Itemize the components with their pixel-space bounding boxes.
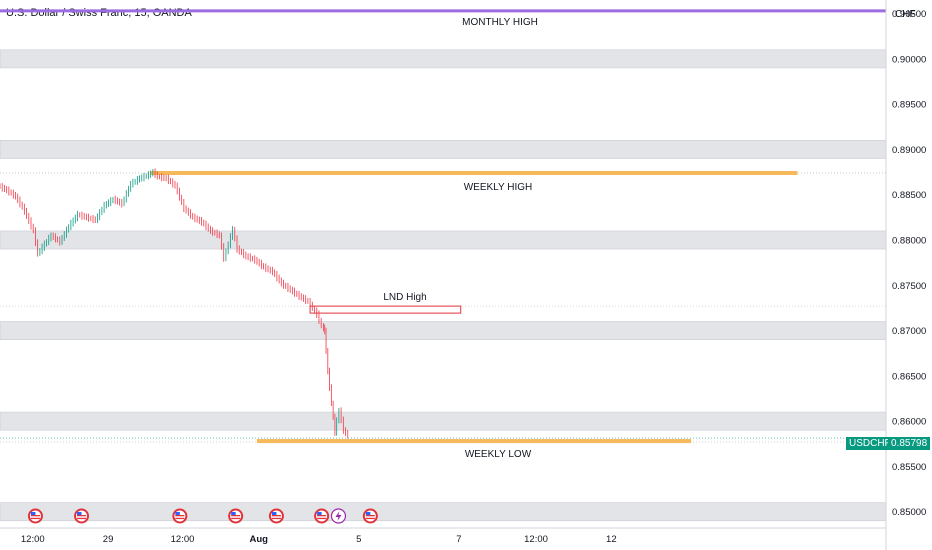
us-flag-canton bbox=[77, 512, 82, 515]
y-tick-label: 0.89000 bbox=[892, 145, 926, 156]
x-tick-label: 12:00 bbox=[524, 534, 548, 545]
zone-band bbox=[0, 230, 887, 250]
x-tick-label: 7 bbox=[456, 534, 461, 545]
us-flag-stripe bbox=[77, 517, 87, 520]
last-price-badge: 0.85798 bbox=[888, 437, 931, 450]
us-flag-stripe bbox=[365, 517, 375, 520]
axes-layer: 0.90500 0.90000 0.89500 0.89000 0.88500 0.880… bbox=[21, 9, 926, 545]
y-tick-label: 0.89500 bbox=[892, 100, 926, 111]
x-tick-label: 12:00 bbox=[21, 534, 45, 545]
x-tick-label: 29 bbox=[103, 534, 114, 545]
us-flag-stripe bbox=[271, 515, 281, 517]
x-tick-label: 12 bbox=[606, 534, 617, 545]
zone-band bbox=[0, 49, 887, 69]
events-layer bbox=[27, 508, 378, 524]
us-flag-stripe bbox=[231, 515, 241, 517]
us-flag-stripe bbox=[175, 515, 185, 517]
us-flag-stripe bbox=[30, 515, 40, 517]
y-tick-label: 0.86000 bbox=[892, 417, 926, 428]
y-tick-label: 0.86500 bbox=[892, 371, 926, 382]
us-flag-stripe bbox=[271, 517, 281, 520]
us-flag-canton bbox=[365, 512, 371, 515]
us-flag-stripe bbox=[317, 515, 327, 517]
us-flag-canton bbox=[271, 512, 277, 515]
weekly-low-label: WEEKLY LOW bbox=[465, 449, 532, 460]
zones-layer bbox=[0, 49, 887, 522]
us-flag-stripe bbox=[30, 517, 40, 520]
monthly-high-label: MONTHLY HIGH bbox=[462, 17, 538, 28]
us-flag-stripe bbox=[175, 517, 185, 520]
us-flag-canton bbox=[231, 512, 236, 515]
y-tick-label: 0.85500 bbox=[892, 462, 926, 473]
weekly-low-zone bbox=[256, 439, 692, 444]
us-flag-stripe bbox=[317, 517, 327, 520]
zone-band bbox=[0, 140, 887, 159]
price-series bbox=[0, 168, 349, 439]
us-flag-stripe bbox=[231, 517, 241, 520]
us-flag-canton bbox=[175, 512, 180, 515]
y-tick-label: 0.85000 bbox=[892, 507, 926, 518]
lightning-bolt bbox=[335, 511, 342, 521]
x-tick-label: 12:00 bbox=[171, 534, 195, 545]
us-flag-stripe bbox=[77, 515, 87, 517]
zone-band bbox=[0, 411, 887, 431]
y-tick-label: 0.88500 bbox=[892, 190, 926, 201]
us-flag-canton bbox=[317, 512, 322, 515]
y-tick-label: 0.87500 bbox=[892, 281, 926, 292]
lnd-high-box bbox=[309, 305, 462, 314]
weekly-high-label: WEEKLY HIGH bbox=[464, 182, 533, 193]
levels-layer: MONTHLY HIGH WEEKLY HIGH WEEKLY LOW LND Hig… bbox=[0, 9, 886, 460]
price-axis-currency[interactable]: CHF bbox=[895, 9, 916, 20]
y-tick-label: 0.90000 bbox=[892, 54, 926, 65]
us-flag-canton bbox=[30, 512, 36, 515]
x-tick-label: 5 bbox=[356, 534, 361, 545]
lnd-high-label: LND High bbox=[383, 292, 426, 303]
last-price-symbol-badge: USDCHF bbox=[846, 437, 894, 450]
x-tick-label: Aug bbox=[249, 534, 268, 545]
y-tick-label: 0.90500 bbox=[892, 9, 926, 20]
zone-band bbox=[0, 321, 887, 340]
y-tick-label: 0.87000 bbox=[892, 326, 926, 337]
weekly-high-zone bbox=[150, 170, 798, 175]
y-tick-label: 0.88000 bbox=[892, 236, 926, 247]
us-flag-stripe bbox=[365, 515, 375, 517]
zone-band bbox=[0, 502, 887, 522]
